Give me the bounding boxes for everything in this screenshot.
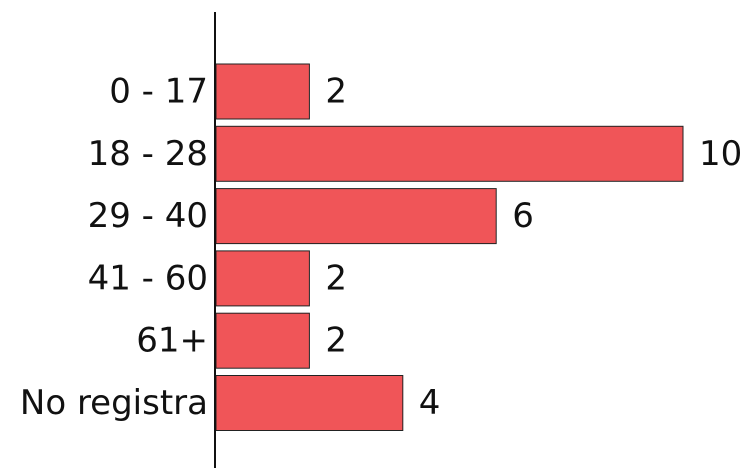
bar-29-40 — [215, 188, 497, 245]
value-label-18-28: 10 — [699, 134, 742, 174]
bar-41-60 — [215, 250, 310, 307]
value-label-61: 2 — [325, 321, 347, 361]
value-label-0-17: 2 — [325, 72, 347, 112]
bar-0-17 — [215, 63, 310, 120]
category-label-41-60: 41 - 60 — [88, 258, 208, 298]
bar-61 — [215, 312, 310, 369]
category-label-no-registra: No registra — [20, 383, 208, 423]
value-label-no-registra: 4 — [419, 383, 441, 423]
value-label-41-60: 2 — [325, 258, 347, 298]
value-labels-layer: 2 10 6 2 2 4 — [325, 72, 742, 424]
value-label-29-40: 6 — [512, 196, 534, 236]
category-label-0-17: 0 - 17 — [109, 72, 208, 112]
bar-no-registra — [215, 375, 404, 431]
bar-18-28 — [215, 125, 684, 182]
category-label-29-40: 29 - 40 — [88, 196, 208, 236]
bars-layer — [215, 63, 684, 431]
category-labels-layer: 0 - 17 18 - 28 29 - 40 41 - 60 61+ No registr… — [20, 72, 208, 424]
category-label-61: 61+ — [136, 321, 208, 361]
category-label-18-28: 18 - 28 — [88, 134, 208, 174]
